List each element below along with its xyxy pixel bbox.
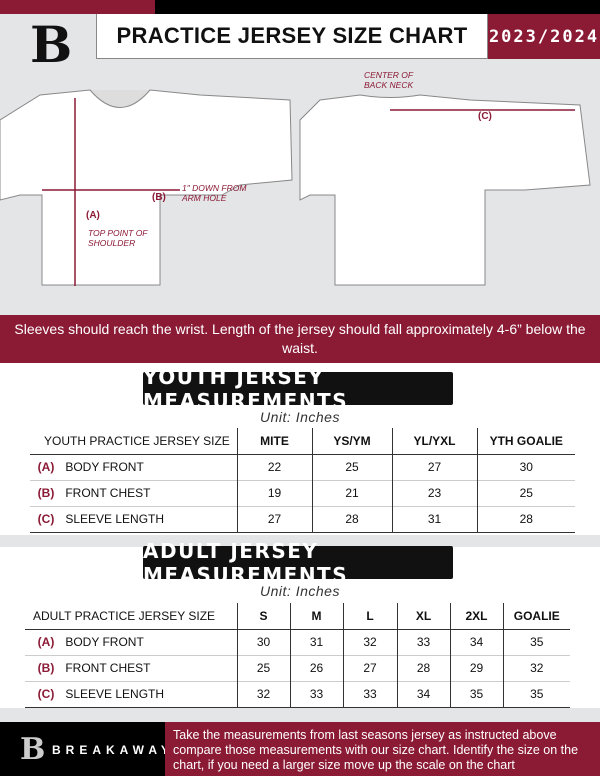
brand-logo-small: B [20, 732, 46, 767]
label-center-back-neck: CENTER OF BACK NECK [364, 70, 414, 90]
label-b: (B) [152, 192, 166, 203]
col-header: YTH GOALIE [489, 433, 563, 448]
jersey-diagram [0, 89, 591, 286]
table-cell: 28 [312, 506, 393, 532]
col-header: GOALIE [513, 608, 560, 623]
table-cell: 25 [312, 454, 393, 480]
table-cell: 28 [519, 512, 533, 526]
col-header: XL [397, 603, 451, 629]
col-header: YL/YXL [392, 428, 478, 454]
table-cell: 35 [450, 681, 504, 707]
table-cell: 28 [397, 655, 451, 681]
table-cell: 27 [392, 454, 478, 480]
footer-brand: B BREAKAWAY [0, 722, 169, 776]
table-cell: 22 [237, 454, 313, 480]
col-header: 2XL [450, 603, 504, 629]
table-cell: 34 [450, 629, 504, 655]
table-cell: (A) BODY FRONT [25, 629, 238, 655]
col-header: MITE [237, 428, 313, 454]
table-cell: 35 [530, 635, 544, 649]
table-header-row: ADULT PRACTICE JERSEY SIZE S M L XL 2XL GOALI… [25, 603, 570, 629]
table-cell: 25 [519, 486, 533, 500]
table-cell: 32 [530, 661, 544, 675]
divider-band [0, 708, 600, 722]
table-cell: (A) BODY FRONT [30, 454, 238, 480]
table-cell: (B) FRONT CHEST [25, 655, 238, 681]
table-row: (C) SLEEVE LENGTH 32 33 33 34 35 35 [25, 681, 570, 707]
table-row: (B) FRONT CHEST 19 21 23 25 [30, 480, 575, 506]
table-cell: 31 [290, 629, 344, 655]
table-cell: 26 [290, 655, 344, 681]
table-cell: 32 [237, 681, 291, 707]
table-row: (C) SLEEVE LENGTH 27 28 31 28 [30, 506, 575, 532]
footer-instructions: Take the measurements from last seasons … [165, 722, 600, 776]
table-cell: 34 [397, 681, 451, 707]
brand-name: BREAKAWAY [52, 743, 174, 757]
col-header: M [290, 603, 344, 629]
col-header: YS/YM [312, 428, 393, 454]
table-cell: 31 [392, 506, 478, 532]
table-cell: 33 [397, 629, 451, 655]
table-row: (A) BODY FRONT 30 31 32 33 34 35 [25, 629, 570, 655]
back-jersey [299, 94, 591, 286]
table-cell: 35 [530, 687, 544, 701]
label-a: (A) [86, 210, 100, 221]
brand-logo: B [30, 15, 73, 74]
table-cell: (C) SLEEVE LENGTH [30, 506, 238, 532]
season-badge: 2023/2024 [488, 14, 600, 59]
table-cell: 27 [237, 506, 313, 532]
table-header-row: YOUTH PRACTICE JERSEY SIZE MITE YS/YM YL… [30, 428, 575, 454]
table-cell: 27 [343, 655, 398, 681]
page-title: PRACTICE JERSEY SIZE CHART [96, 14, 488, 59]
table-cell: 23 [392, 480, 478, 506]
front-jersey [0, 89, 293, 286]
adult-unit: Unit: Inches [260, 583, 340, 599]
youth-section-title: YOUTH JERSEY MEASUREMENTS [143, 365, 453, 413]
table-row: (A) BODY FRONT 22 25 27 30 [30, 454, 575, 480]
instructions-banner: Sleeves should reach the wrist. Length o… [0, 315, 600, 363]
adult-size-table: ADULT PRACTICE JERSEY SIZE S M L XL 2XL GOALI… [25, 603, 570, 708]
adult-section-title: ADULT JERSEY MEASUREMENTS [143, 539, 453, 587]
col-header: L [343, 603, 398, 629]
table-cell: 33 [343, 681, 398, 707]
table-cell: 29 [450, 655, 504, 681]
col-header: S [237, 603, 291, 629]
table-cell: 33 [290, 681, 344, 707]
top-black-bar [155, 0, 600, 14]
label-c: (C) [478, 111, 492, 122]
table-cell: 19 [237, 480, 313, 506]
top-accent-bar [0, 0, 155, 14]
label-b-note: 1" DOWN FROM ARM HOLE [182, 183, 247, 203]
youth-size-table: YOUTH PRACTICE JERSEY SIZE MITE YS/YM YL… [30, 428, 575, 533]
youth-unit: Unit: Inches [260, 409, 340, 425]
table-cell: (C) SLEEVE LENGTH [25, 681, 238, 707]
col-header: YOUTH PRACTICE JERSEY SIZE [30, 428, 238, 454]
table-cell: 30 [519, 460, 533, 474]
table-row: (B) FRONT CHEST 25 26 27 28 29 32 [25, 655, 570, 681]
table-cell: (B) FRONT CHEST [30, 480, 238, 506]
label-a-note: TOP POINT OF SHOULDER [88, 228, 148, 248]
table-cell: 25 [237, 655, 291, 681]
divider-band [0, 535, 600, 547]
table-cell: 30 [237, 629, 291, 655]
col-header: ADULT PRACTICE JERSEY SIZE [25, 603, 238, 629]
table-cell: 21 [312, 480, 393, 506]
table-cell: 32 [343, 629, 398, 655]
